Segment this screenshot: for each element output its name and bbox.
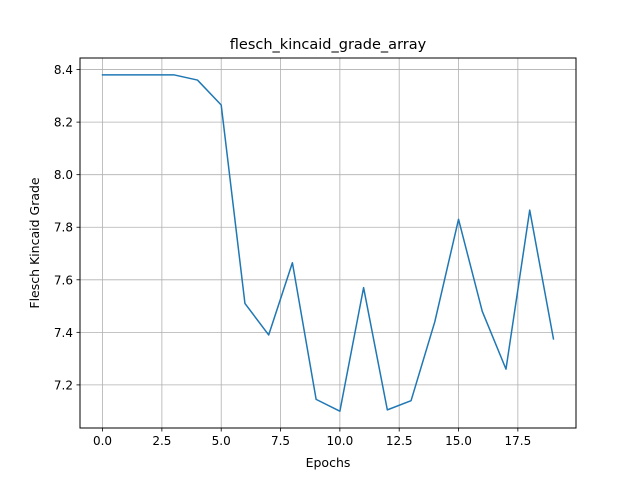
x-tick-label: 15.0: [445, 434, 472, 448]
x-tick-label: 0.0: [93, 434, 112, 448]
y-tick-label: 7.8: [54, 221, 73, 235]
y-tick-label: 7.2: [54, 378, 73, 392]
x-tick-label: 7.5: [271, 434, 290, 448]
x-tick-label: 10.0: [327, 434, 354, 448]
grid: [80, 58, 576, 428]
y-axis-label: Flesch Kincaid Grade: [27, 177, 42, 309]
x-tick-label: 17.5: [504, 434, 531, 448]
y-tick-label: 7.4: [54, 326, 73, 340]
x-axis-label: Epochs: [306, 455, 351, 470]
x-tick-label: 5.0: [212, 434, 231, 448]
y-tick-label: 8.0: [54, 168, 73, 182]
series-layer: [101, 74, 555, 412]
x-tick-label: 12.5: [386, 434, 413, 448]
series-line: [101, 74, 555, 412]
y-axis-ticks: 7.2 7.4 7.6 7.8 8.0 8.2 8.4: [54, 63, 80, 392]
plot-frame: [79, 57, 577, 429]
x-tick-label: 2.5: [152, 434, 171, 448]
chart-title: flesch_kincaid_grade_array: [230, 37, 427, 53]
x-axis-ticks: 0.0 2.5 5.0 7.5 10.0 12.5 15.0 17.5: [93, 428, 531, 448]
y-tick-label: 7.6: [54, 273, 73, 287]
y-tick-label: 8.2: [54, 116, 73, 130]
y-tick-label: 8.4: [54, 63, 73, 77]
